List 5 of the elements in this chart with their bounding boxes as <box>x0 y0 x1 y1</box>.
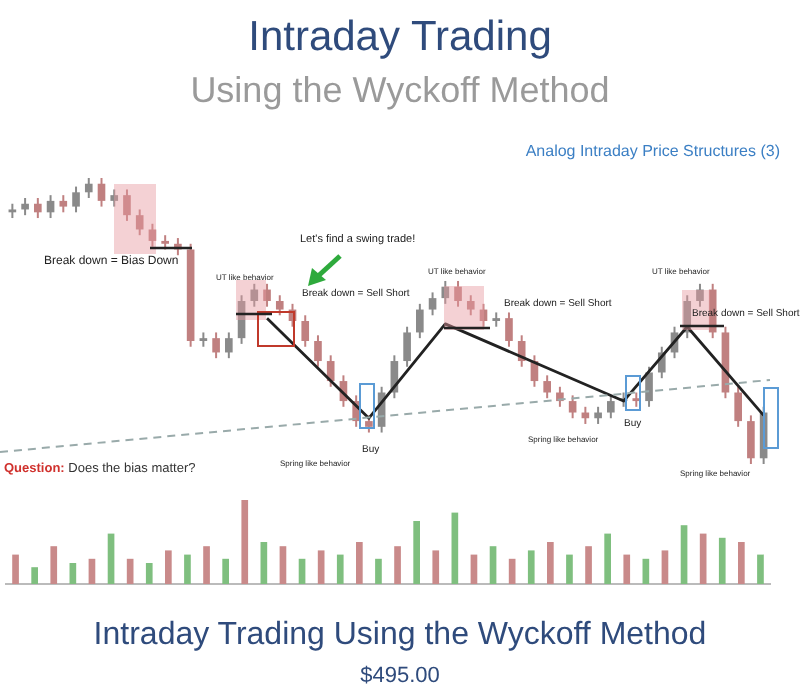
chart-title: Intraday Trading <box>246 14 554 60</box>
chart-subtitle: Using the Wyckoff Method <box>188 70 612 110</box>
text: Analog Intraday Price Structures (3) <box>525 142 780 160</box>
text: Intraday Trading Using the Wyckoff Method <box>91 618 709 652</box>
text: $495.00 <box>358 664 442 688</box>
